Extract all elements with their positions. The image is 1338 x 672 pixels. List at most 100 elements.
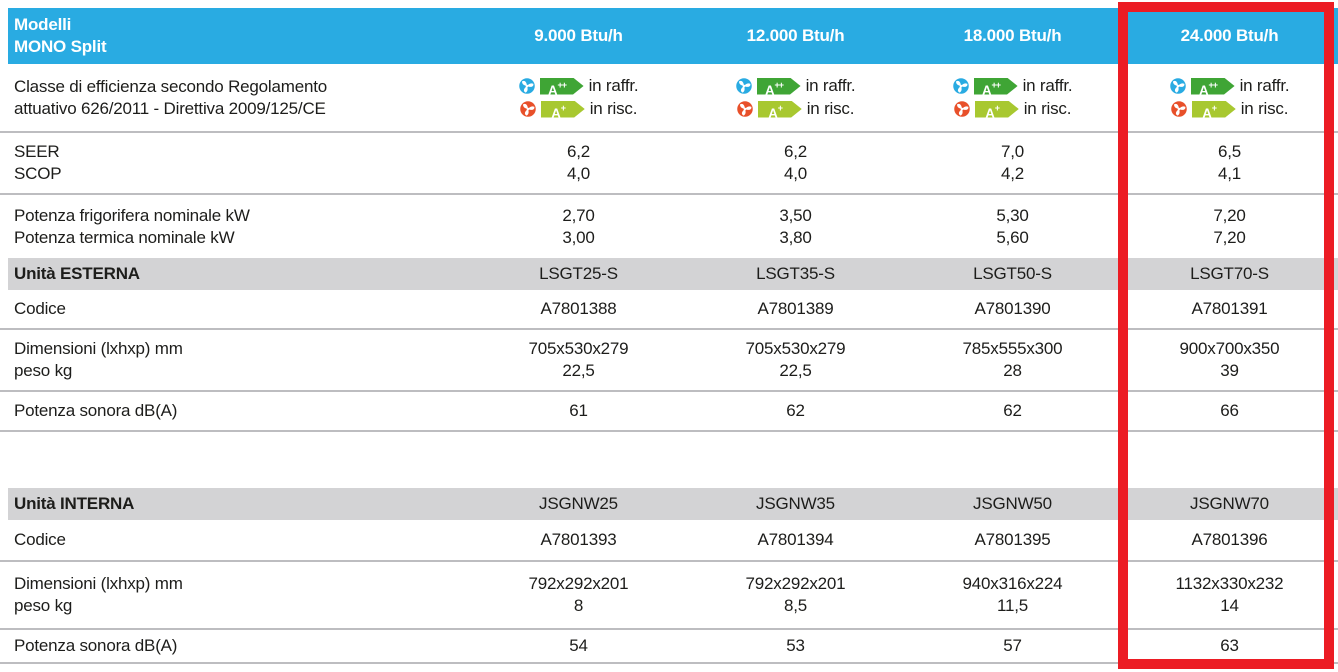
header-model-line1: Modelli bbox=[14, 15, 72, 34]
heating-class-line: A+ in risc. bbox=[736, 98, 855, 121]
energy-class-badge-heating: A+ bbox=[757, 100, 802, 118]
indoor-sound-12000: 53 bbox=[786, 636, 805, 655]
seer-scop-9000: 6,2 4,0 bbox=[566, 142, 591, 183]
header-col-9000: 9.000 Btu/h bbox=[534, 26, 623, 45]
outdoor-sound-18000: 62 bbox=[1003, 401, 1022, 420]
nominal-power-9000: 2,70 3,00 bbox=[562, 205, 595, 247]
efficiency-cell-24000: A++ in raffr. A+ in risc. bbox=[1121, 64, 1338, 131]
seer-scop-row: SEER SCOP 6,2 4,0 6,2 4,0 7,0 4,2 6,5 4,1 bbox=[0, 133, 1338, 195]
indoor-model-12000: JSGNW35 bbox=[756, 494, 835, 513]
outdoor-model-18000: LSGT50-S bbox=[973, 264, 1052, 283]
nominal-power-row: Potenza frigorifera nominale kW Potenza … bbox=[0, 195, 1338, 258]
efficiency-cell-18000: A++ in raffr. A+ in risc. bbox=[904, 64, 1121, 131]
indoor-sound-label: Potenza sonora dB(A) bbox=[14, 636, 178, 655]
indoor-code-label: Codice bbox=[14, 530, 66, 549]
heating-class-line: A+ in risc. bbox=[953, 98, 1072, 121]
seer-scop-18000: 7,0 4,2 bbox=[1000, 142, 1025, 183]
indoor-code-24000: A7801396 bbox=[1191, 530, 1268, 549]
heating-class-line: A+ in risc. bbox=[1170, 98, 1288, 121]
energy-class-badge-cooling: A++ bbox=[539, 77, 584, 95]
indoor-code-9000: A7801393 bbox=[540, 530, 617, 549]
outdoor-code-12000: A7801389 bbox=[757, 299, 834, 318]
outdoor-code-label: Codice bbox=[14, 299, 66, 318]
cooling-class-line: A++ in raffr. bbox=[1169, 75, 1290, 98]
outdoor-unit-band: Unità ESTERNA LSGT25-S LSGT35-S LSGT50-S… bbox=[0, 258, 1338, 290]
heating-text: in risc. bbox=[806, 99, 855, 118]
indoor-code-row: Codice A7801393 A7801394 A7801395 A78013… bbox=[0, 520, 1338, 562]
indoor-dimensions-row: Dimensioni (lxhxp) mm peso kg 792x292x20… bbox=[0, 562, 1338, 630]
top-margin bbox=[0, 0, 1338, 8]
indoor-unit-label: Unità INTERNA bbox=[14, 494, 135, 513]
outdoor-code-18000: A7801390 bbox=[974, 299, 1051, 318]
efficiency-cell-9000: A++ in raffr. A+ in risc. bbox=[470, 64, 687, 131]
energy-class-badge-heating: A+ bbox=[540, 100, 585, 118]
seer-scop-label: SEER SCOP bbox=[14, 142, 62, 183]
indoor-dimensions-9000: 792x292x201 8 bbox=[528, 574, 629, 615]
indoor-dimensions-24000: 1132x330x232 14 bbox=[1175, 574, 1284, 615]
outdoor-dimensions-12000: 705x530x279 22,5 bbox=[745, 339, 846, 380]
header-col-18000: 18.000 Btu/h bbox=[963, 26, 1062, 45]
cooling-text: in raffr. bbox=[588, 76, 639, 95]
indoor-code-12000: A7801394 bbox=[757, 530, 834, 549]
cooling-class-line: A++ in raffr. bbox=[952, 75, 1073, 98]
outdoor-code-24000: A7801391 bbox=[1191, 299, 1268, 318]
indoor-model-9000: JSGNW25 bbox=[539, 494, 618, 513]
cooling-class-line: A++ in raffr. bbox=[518, 75, 639, 98]
efficiency-row: Classe di efficienza secondo Regolamento… bbox=[0, 64, 1338, 133]
outdoor-dimensions-label: Dimensioni (lxhxp) mm peso kg bbox=[14, 339, 183, 380]
fan-cooling-icon bbox=[1169, 78, 1186, 94]
outdoor-code-row: Codice A7801388 A7801389 A7801390 A78013… bbox=[0, 290, 1338, 330]
outdoor-dimensions-24000: 900x700x350 39 bbox=[1179, 339, 1280, 380]
nominal-power-24000: 7,20 7,20 bbox=[1213, 205, 1246, 247]
indoor-sound-9000: 54 bbox=[569, 636, 588, 655]
outdoor-unit-label: Unità ESTERNA bbox=[14, 264, 140, 283]
indoor-code-18000: A7801395 bbox=[974, 530, 1051, 549]
nominal-power-12000: 3,50 3,80 bbox=[779, 205, 812, 247]
outdoor-dimensions-18000: 785x555x300 28 bbox=[962, 339, 1063, 380]
nominal-power-18000: 5,30 5,60 bbox=[996, 205, 1029, 247]
indoor-sound-row: Potenza sonora dB(A) 54 53 57 63 bbox=[0, 630, 1338, 664]
energy-class-badge-cooling: A++ bbox=[973, 77, 1018, 95]
energy-class-badge-cooling: A++ bbox=[756, 77, 801, 95]
indoor-dimensions-label: Dimensioni (lxhxp) mm peso kg bbox=[14, 574, 183, 615]
cooling-text: in raffr. bbox=[805, 76, 856, 95]
cooling-text: in raffr. bbox=[1239, 76, 1290, 95]
outdoor-sound-9000: 61 bbox=[569, 401, 588, 420]
fan-heating-icon bbox=[953, 101, 970, 117]
heating-class-line: A+ in risc. bbox=[519, 98, 638, 121]
fan-heating-icon bbox=[1170, 101, 1187, 117]
indoor-dimensions-12000: 792x292x201 8,5 bbox=[745, 574, 846, 615]
energy-class-badge-heating: A+ bbox=[1191, 100, 1236, 118]
indoor-model-18000: JSGNW50 bbox=[973, 494, 1052, 513]
outdoor-sound-label: Potenza sonora dB(A) bbox=[14, 401, 178, 420]
section-gap bbox=[0, 432, 1338, 488]
outdoor-sound-24000: 66 bbox=[1220, 401, 1239, 420]
header-col-24000: 24.000 Btu/h bbox=[1180, 26, 1279, 45]
indoor-dimensions-18000: 940x316x224 11,5 bbox=[962, 574, 1063, 615]
fan-heating-icon bbox=[519, 101, 536, 117]
efficiency-label: Classe di efficienza secondo Regolamento… bbox=[14, 76, 327, 118]
fan-cooling-icon bbox=[735, 78, 752, 94]
header-row: Modelli MONO Split 9.000 Btu/h 12.000 Bt… bbox=[0, 8, 1338, 64]
energy-class-badge-heating: A+ bbox=[974, 100, 1019, 118]
fan-cooling-icon bbox=[952, 78, 969, 94]
indoor-sound-24000: 63 bbox=[1220, 636, 1239, 655]
seer-scop-12000: 6,2 4,0 bbox=[783, 142, 808, 183]
outdoor-code-9000: A7801388 bbox=[540, 299, 617, 318]
heating-text: in risc. bbox=[1023, 99, 1072, 118]
header-col-12000: 12.000 Btu/h bbox=[746, 26, 845, 45]
outdoor-sound-12000: 62 bbox=[786, 401, 805, 420]
outdoor-model-9000: LSGT25-S bbox=[539, 264, 618, 283]
outdoor-model-24000: LSGT70-S bbox=[1190, 264, 1269, 283]
fan-heating-icon bbox=[736, 101, 753, 117]
header-model-label: Modelli MONO Split bbox=[0, 8, 470, 64]
cooling-text: in raffr. bbox=[1022, 76, 1073, 95]
outdoor-dimensions-row: Dimensioni (lxhxp) mm peso kg 705x530x27… bbox=[0, 330, 1338, 392]
outdoor-sound-row: Potenza sonora dB(A) 61 62 62 66 bbox=[0, 392, 1338, 432]
heating-text: in risc. bbox=[589, 99, 638, 118]
cooling-class-line: A++ in raffr. bbox=[735, 75, 856, 98]
outdoor-model-12000: LSGT35-S bbox=[756, 264, 835, 283]
seer-scop-24000: 6,5 4,1 bbox=[1217, 142, 1242, 183]
indoor-sound-18000: 57 bbox=[1003, 636, 1022, 655]
